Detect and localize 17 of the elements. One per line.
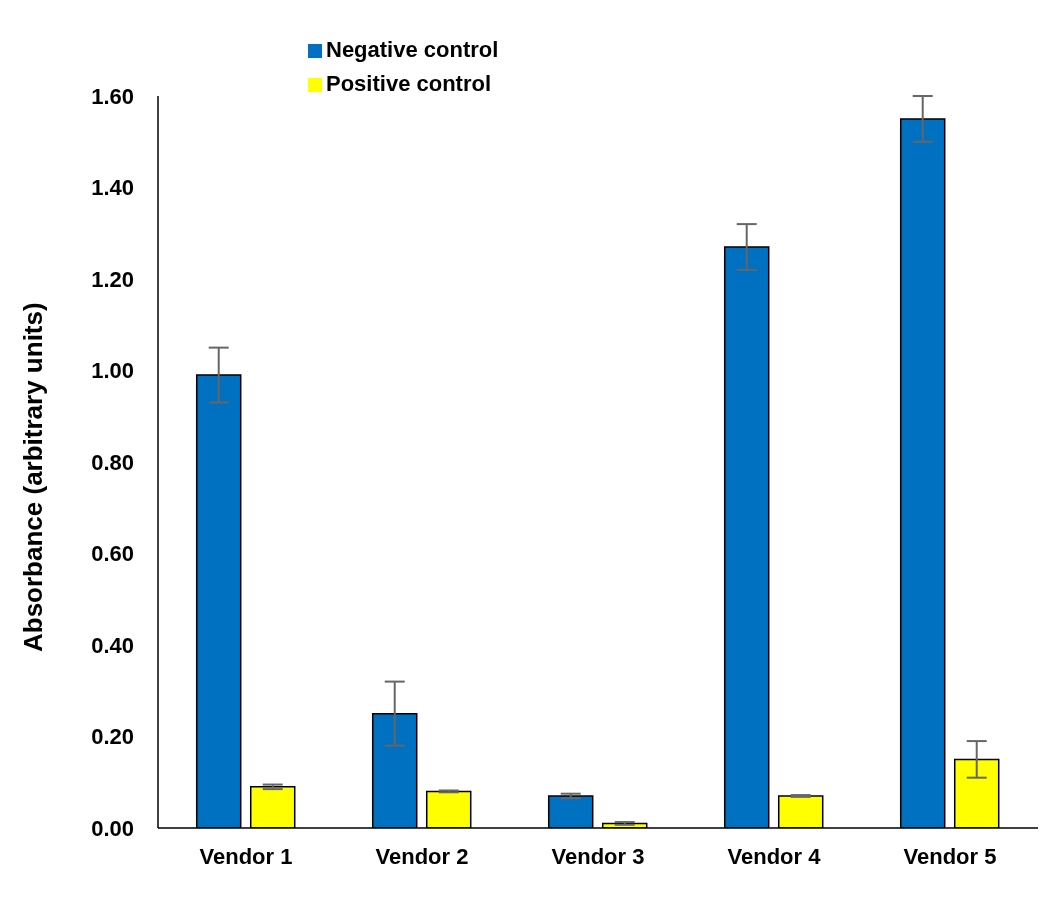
- y-tick-label: 0.00: [91, 815, 134, 841]
- y-tick-label: 1.60: [91, 83, 134, 109]
- y-tick-label: 1.40: [91, 175, 134, 201]
- y-tick-label: 0.20: [91, 724, 134, 750]
- y-tick-label: 0.60: [91, 541, 134, 567]
- y-tick-label: 0.40: [91, 632, 134, 658]
- legend-label: Negative control: [326, 37, 499, 62]
- y-tick-label: 1.00: [91, 358, 134, 384]
- legend-label: Positive control: [326, 71, 492, 96]
- x-tick-label: Vendor 4: [727, 843, 822, 869]
- y-tick-label: 1.20: [91, 266, 134, 292]
- x-tick-label: Vendor 2: [375, 843, 469, 869]
- y-axis-title: Absorbance (arbitrary units): [18, 302, 49, 652]
- x-tick-label: Vendor 3: [551, 843, 645, 869]
- y-tick-label: 0.80: [91, 449, 134, 475]
- x-tick-label: Vendor 5: [903, 843, 997, 869]
- x-tick-label: Vendor 1: [199, 843, 293, 869]
